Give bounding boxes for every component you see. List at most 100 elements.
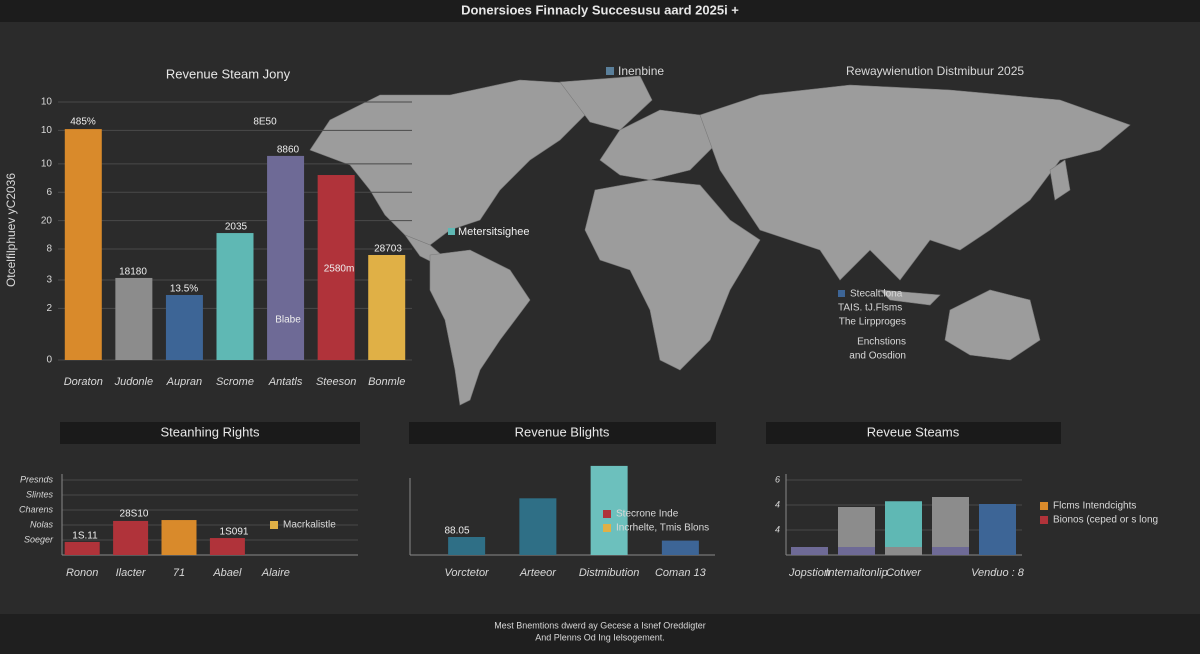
bar-segment	[932, 497, 969, 547]
bar	[161, 520, 197, 555]
y-tick-label: 6	[775, 474, 780, 484]
continent	[879, 289, 941, 306]
continent	[309, 79, 601, 246]
bar	[64, 129, 102, 360]
continent	[584, 179, 761, 371]
x-tick-label: Distmibution	[579, 567, 640, 579]
y-tick-label: Soeger	[24, 534, 54, 544]
y-tick-label: 10	[41, 97, 53, 108]
data-annotation: 2035	[225, 222, 248, 233]
x-tick-label: Venduo : 8	[971, 567, 1025, 579]
y-tick-label: 2	[46, 303, 52, 314]
bar	[317, 175, 355, 360]
panel-title-bar	[409, 422, 716, 444]
legend-swatch	[1040, 502, 1048, 510]
map-title: Rewaywienution Distmibuur 2025	[846, 64, 1024, 78]
x-tick-label: Bonmle	[368, 376, 405, 388]
map-note: The Lirpproges	[839, 317, 906, 328]
y-tick-label: 4	[775, 499, 780, 509]
data-annotation: 88.05	[444, 526, 469, 537]
x-tick-label: 71	[173, 567, 185, 579]
data-annotation: 1S091	[220, 527, 249, 538]
y-tick-label: 4	[775, 524, 780, 534]
y-tick-label: 3	[46, 275, 52, 286]
y-tick-label: 10	[41, 159, 53, 170]
x-tick-label: Vorctetor	[445, 567, 491, 579]
map-legend-swatch	[606, 67, 614, 75]
y-tick-label: 8	[46, 244, 52, 255]
x-tick-label: Abael	[212, 567, 242, 579]
data-annotation: 28703	[374, 244, 402, 255]
bar-segment	[838, 507, 875, 547]
data-annotation: 485%	[70, 117, 96, 128]
continent	[429, 249, 531, 406]
x-tick-label: Antatls	[268, 376, 303, 388]
y-axis-label: Otcelfilphuev yC2036	[4, 173, 18, 287]
map-marker-icon	[448, 228, 455, 235]
continent	[699, 84, 1131, 281]
world-map	[309, 75, 1131, 406]
x-tick-label: Doraton	[64, 376, 103, 388]
bar	[115, 277, 153, 360]
y-tick-label: Presnds	[20, 474, 54, 484]
x-tick-label: Alaire	[261, 567, 290, 579]
bar	[661, 540, 699, 555]
y-tick-label: 0	[46, 355, 52, 366]
x-tick-label: Ilacter	[116, 567, 147, 579]
bar	[216, 233, 254, 360]
x-tick-label: Arteeor	[519, 567, 557, 579]
x-tick-label: Cotwer	[886, 567, 922, 579]
y-tick-label: 10	[41, 125, 53, 136]
bar	[368, 254, 406, 360]
footer-bar	[0, 614, 1200, 654]
bar	[209, 538, 245, 555]
continent	[559, 75, 653, 131]
chart-title: Revenue Blights	[515, 424, 610, 439]
legend-swatch	[270, 521, 278, 529]
header-bar	[0, 0, 1200, 22]
y-tick-label: Charens	[19, 504, 54, 514]
bar-segment	[885, 547, 922, 555]
map-legend: Inenbine	[618, 64, 664, 78]
y-tick-label: 20	[41, 215, 53, 226]
bar	[165, 294, 203, 360]
map-note: TAIS. tJ.Flsms	[838, 303, 902, 314]
x-tick-label: Scrome	[216, 376, 254, 388]
bar-segment	[932, 547, 969, 555]
continent	[944, 289, 1041, 361]
data-annotation: Blabe	[275, 315, 301, 326]
chart-title: Reveue Steams	[867, 424, 960, 439]
data-annotation: 28S10	[120, 509, 149, 520]
panel-title-bar	[60, 422, 360, 444]
legend-swatch	[603, 510, 611, 518]
bar	[519, 498, 557, 555]
data-annotation: 2580m	[324, 264, 355, 275]
bar-segment	[885, 501, 922, 547]
panel-title-bar	[766, 422, 1061, 444]
y-tick-label: 6	[46, 187, 52, 198]
x-tick-label: Intemaltonlip	[825, 567, 887, 579]
x-tick-label: Coman 13	[655, 567, 707, 579]
bar	[113, 520, 149, 555]
chart-title: Steanhing Rights	[160, 424, 260, 439]
map-marker-label: Metersitsighee	[458, 226, 530, 238]
bar	[267, 155, 305, 360]
footer-line: Mest Bnemtions dwerd ay Gecese a Isnef O…	[494, 620, 706, 630]
legend-label: Macrkalistle	[283, 520, 336, 531]
data-annotation: 8E50	[253, 117, 277, 128]
map-note: Stecalt.lona	[850, 289, 903, 300]
legend-swatch	[1040, 516, 1048, 524]
bar	[64, 541, 100, 555]
continent	[1049, 159, 1071, 201]
chart-title: Revenue Steam Jony	[166, 66, 291, 81]
x-tick-label: Ronon	[66, 567, 98, 579]
footer-line: And Plenns Od Ing Ielsogement.	[535, 632, 665, 642]
map-note: and Oosdion	[849, 351, 906, 362]
map-note-swatch	[838, 290, 845, 297]
legend-swatch	[603, 524, 611, 532]
bar-segment	[979, 504, 1016, 555]
y-tick-label: Slintes	[26, 489, 54, 499]
legend-label: Flcms Intendcights	[1053, 501, 1136, 512]
